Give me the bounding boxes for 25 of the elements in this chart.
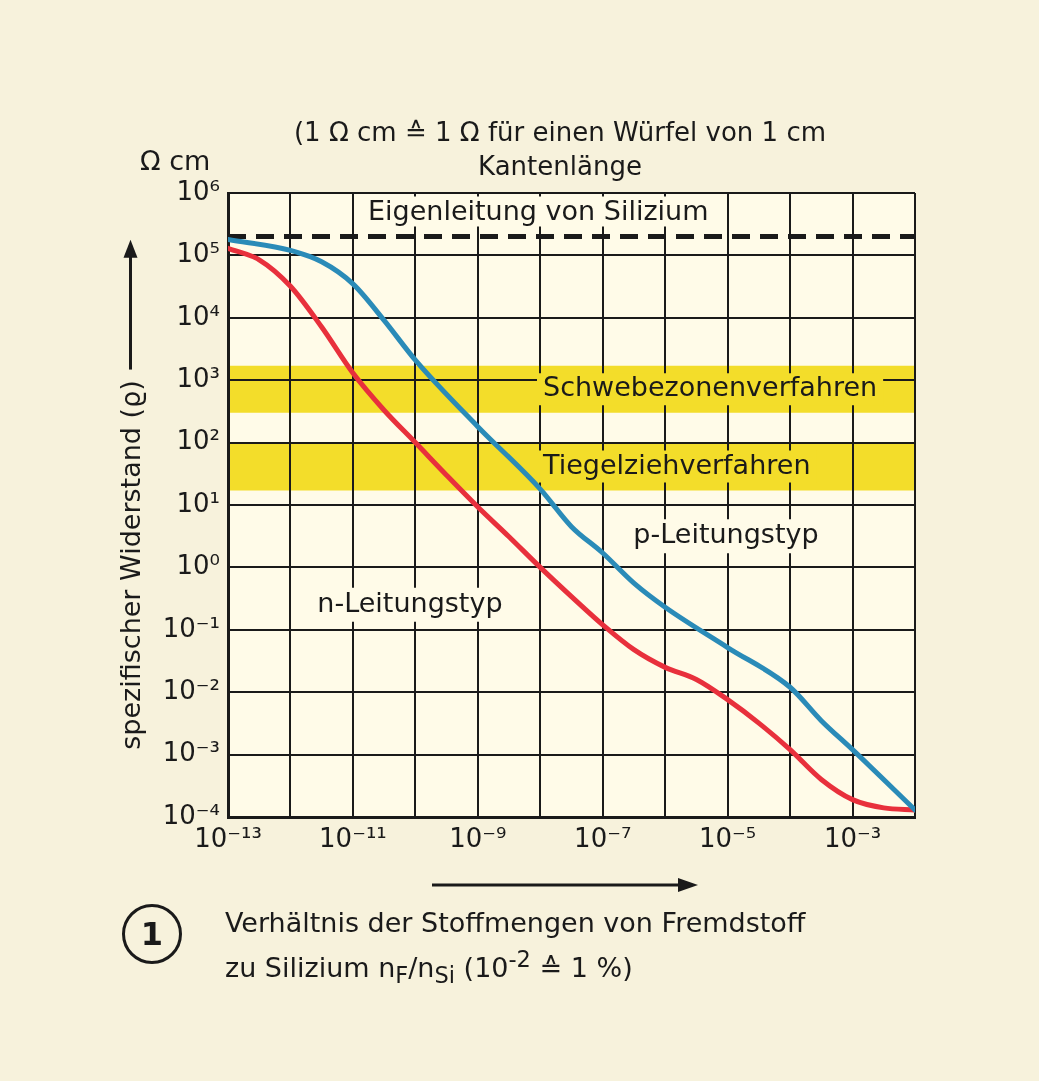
y-tick-label: 10⁻² (162, 674, 220, 705)
y-tick-label: 10⁵ (176, 238, 220, 269)
band-label: Schwebezonenverfahren (543, 371, 878, 403)
band-label: Tiegelziehverfahren (542, 448, 811, 480)
y-axis-title: spezifischer Widerstand (ϱ) (114, 380, 146, 750)
x-axis-title: Verhältnis der Stoffmengen von Fremdstoff zu Silizium n$_{F}$/n$_{Si}$ (10$^{-2}$ ≙ 1 %) (225, 906, 807, 991)
y-tick-label: 10⁶ (176, 175, 220, 206)
x-tick-label: 10⁻⁷ (574, 823, 632, 854)
y-tick-label: 10⁻¹ (162, 612, 220, 643)
x-tick-label: 10⁻¹¹ (319, 823, 387, 854)
y-tick-label: 10² (176, 425, 220, 456)
y-tick-label: 10⁴ (176, 300, 220, 331)
y-tick-label: 10¹ (176, 487, 220, 518)
text: Ω cm (140, 145, 211, 176)
y-tick-label: 10³ (176, 362, 220, 393)
x-tick-label: 10⁻⁵ (699, 823, 757, 854)
y-tick-label: 10⁰ (176, 550, 220, 581)
series-label: p-Leitungstyp (633, 518, 819, 550)
text: 1 (122, 904, 182, 964)
x-tick-label: 10⁻³ (823, 823, 882, 854)
series-label: n-Leitungstyp (317, 586, 503, 618)
ref-line-label: Eigenleitung von Silizium (368, 194, 709, 226)
chart-title: (1 Ω cm ≙ 1 Ω für einen Würfel von 1 cm Kantenlänge (292, 116, 827, 183)
x-tick-label: 10⁻⁹ (449, 823, 507, 854)
y-tick-label: 10⁻³ (162, 737, 220, 768)
